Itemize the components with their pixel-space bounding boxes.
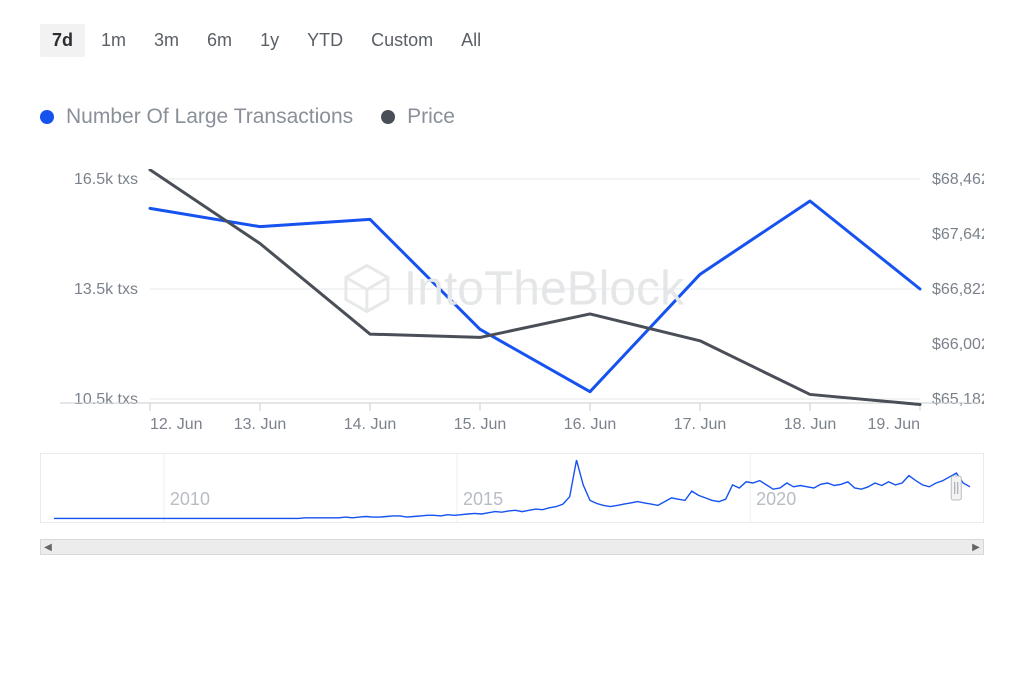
range-custom[interactable]: Custom <box>359 24 445 57</box>
svg-text:10.5k txs: 10.5k txs <box>74 391 138 408</box>
svg-text:$66,002: $66,002 <box>932 336 984 353</box>
svg-text:13.5k txs: 13.5k txs <box>74 281 138 298</box>
main-chart-svg: 10.5k txs 13.5k txs 16.5k txs $65,182 $66,00… <box>40 169 984 429</box>
svg-text:13. Jun: 13. Jun <box>234 416 286 429</box>
main-chart: IntoTheBlock 10.5k txs13.5k txs16.5k txs… <box>40 169 984 429</box>
range-6m[interactable]: 6m <box>195 24 244 57</box>
legend-label: Price <box>407 105 455 129</box>
svg-text:$68,462: $68,462 <box>932 171 984 188</box>
range-selector: 7d1m3m6m1yYTDCustomAll <box>40 24 984 57</box>
legend-item-1[interactable]: Price <box>381 105 455 129</box>
scroll-left-icon[interactable]: ◀ <box>41 540 55 554</box>
legend-item-0[interactable]: Number Of Large Transactions <box>40 105 353 129</box>
chart-legend: Number Of Large Transactions Price <box>40 105 984 129</box>
legend-dot-icon <box>40 110 54 124</box>
navigator-chart[interactable]: 2010 2015 2020 <box>40 453 984 539</box>
range-7d[interactable]: 7d <box>40 24 85 57</box>
svg-text:$65,182: $65,182 <box>932 391 984 408</box>
range-1y[interactable]: 1y <box>248 24 291 57</box>
svg-text:$66,822: $66,822 <box>932 281 984 298</box>
navigator-scrollbar[interactable]: ◀ ▶ <box>40 539 984 555</box>
svg-text:$67,642: $67,642 <box>932 226 984 243</box>
scroll-right-icon[interactable]: ▶ <box>969 540 983 554</box>
navigator-svg: 2010 2015 2020 <box>40 453 984 523</box>
legend-dot-icon <box>381 110 395 124</box>
svg-text:2015: 2015 <box>463 489 503 509</box>
svg-text:19. Jun: 19. Jun <box>868 416 920 429</box>
svg-text:16.5k txs: 16.5k txs <box>74 171 138 188</box>
range-ytd[interactable]: YTD <box>295 24 355 57</box>
range-3m[interactable]: 3m <box>142 24 191 57</box>
svg-text:2010: 2010 <box>170 489 210 509</box>
svg-text:2020: 2020 <box>756 489 796 509</box>
svg-text:18. Jun: 18. Jun <box>784 416 836 429</box>
svg-text:17. Jun: 17. Jun <box>674 416 726 429</box>
legend-label: Number Of Large Transactions <box>66 105 353 129</box>
svg-text:16. Jun: 16. Jun <box>564 416 616 429</box>
svg-text:15. Jun: 15. Jun <box>454 416 506 429</box>
svg-text:14. Jun: 14. Jun <box>344 416 396 429</box>
svg-text:12. Jun: 12. Jun <box>150 416 202 429</box>
range-1m[interactable]: 1m <box>89 24 138 57</box>
range-all[interactable]: All <box>449 24 493 57</box>
